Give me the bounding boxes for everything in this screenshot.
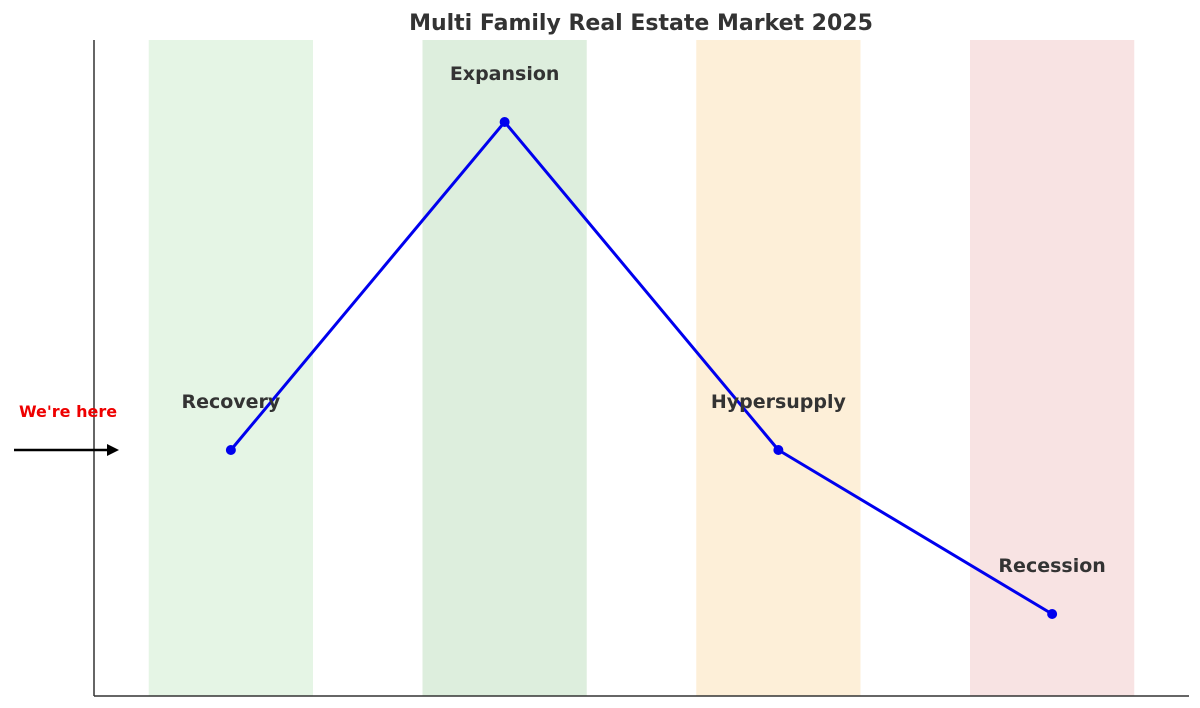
data-point bbox=[773, 445, 784, 455]
phase-label-expansion: Expansion bbox=[450, 63, 560, 85]
phase-label-recession: Recession bbox=[998, 555, 1105, 577]
were-here-arrowhead bbox=[107, 444, 119, 456]
were-here-label: We're here bbox=[19, 402, 117, 421]
annotation-layer: We're here bbox=[14, 402, 119, 456]
phase-bands bbox=[148, 40, 1135, 696]
phase-band-hypersupply bbox=[696, 40, 861, 696]
series-line bbox=[229, 120, 1054, 616]
phase-band-recovery bbox=[148, 40, 313, 696]
chart-title: Multi Family Real Estate Market 2025 bbox=[409, 11, 873, 36]
phase-label-recovery: Recovery bbox=[181, 391, 280, 413]
phase-band-expansion bbox=[422, 40, 587, 696]
data-point bbox=[1047, 609, 1058, 619]
phase-band-recession bbox=[970, 40, 1135, 696]
axes bbox=[93, 40, 1189, 697]
data-point bbox=[499, 117, 510, 127]
phase-labels: Recovery Expansion Hypersupply Recession bbox=[181, 63, 1105, 577]
data-point bbox=[225, 445, 236, 455]
phase-label-hypersupply: Hypersupply bbox=[711, 391, 847, 413]
series-layer bbox=[225, 117, 1058, 619]
